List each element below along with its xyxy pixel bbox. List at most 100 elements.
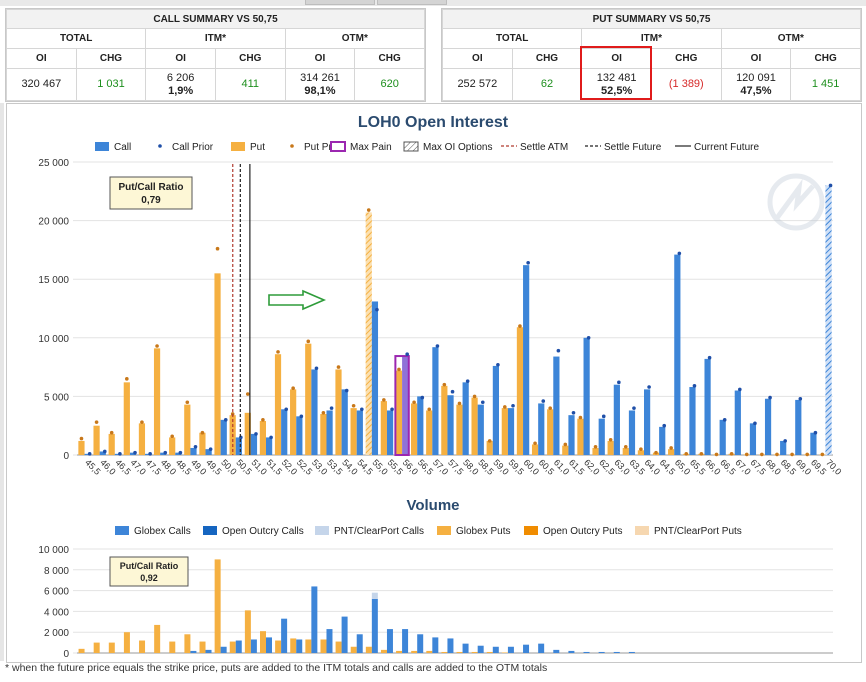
volume-legend-label[interactable]: PNT/ClearPort Puts bbox=[654, 526, 742, 537]
volume-ratio-label: Put/Call Ratio bbox=[120, 561, 179, 571]
oi-call-prior-dot bbox=[601, 414, 606, 419]
oi-call-bar bbox=[417, 396, 424, 455]
oi-x-tick-label: 63,5 bbox=[627, 457, 646, 476]
oi-legend-label[interactable]: Max Pain bbox=[350, 142, 392, 153]
volume-legend-label[interactable]: Open Outcry Calls bbox=[222, 526, 304, 537]
oi-legend-label[interactable]: Call bbox=[114, 142, 131, 153]
oi-put-prior-dot bbox=[230, 412, 235, 416]
volume-ratio-value: 0,92 bbox=[140, 573, 158, 583]
oi-x-tick-label: 54,5 bbox=[355, 457, 374, 476]
oi-put-bar bbox=[169, 437, 176, 455]
volume-globex-call-bar bbox=[205, 649, 212, 653]
oi-call-prior-dot bbox=[360, 407, 364, 412]
volume-globex-put-bar bbox=[365, 646, 372, 653]
oi-legend-label[interactable]: Put bbox=[250, 142, 265, 153]
oi-call-bar bbox=[628, 410, 636, 455]
oi-call-bar bbox=[462, 382, 469, 455]
put-otm-cell: 120 091 47,5% bbox=[720, 68, 792, 101]
oi-x-tick-label: 66,0 bbox=[703, 457, 722, 476]
oi-call-prior-dot bbox=[163, 450, 168, 455]
oi-call-prior-dot bbox=[586, 336, 591, 340]
oi-x-tick-label: 46,5 bbox=[113, 457, 132, 476]
oi-legend-label[interactable]: Put Prior bbox=[304, 142, 344, 153]
volume-ratio-box: Put/Call Ratio 0,92 bbox=[109, 556, 189, 587]
oi-put-bar bbox=[441, 385, 448, 455]
toolbar-tab[interactable] bbox=[377, 0, 447, 5]
volume-globex-call-bar bbox=[250, 639, 257, 653]
oi-x-tick-label: 57,5 bbox=[446, 457, 465, 476]
volume-globex-call-bar bbox=[583, 651, 590, 653]
oi-put-prior-dot bbox=[185, 400, 190, 405]
oi-x-tick-label: 48,0 bbox=[159, 457, 178, 476]
volume-globex-call-bar bbox=[613, 651, 620, 653]
oi-put-bar bbox=[365, 212, 372, 455]
volume-legend-label[interactable]: PNT/ClearPort Calls bbox=[334, 526, 424, 537]
oi-put-prior-dot bbox=[608, 437, 613, 442]
call-otm-chg: 620 bbox=[354, 68, 425, 101]
put-total-chg: 62 bbox=[511, 68, 583, 101]
oi-put-prior-dot bbox=[578, 415, 583, 420]
oi-call-bar bbox=[341, 389, 348, 455]
volume-ratio-rect bbox=[109, 556, 189, 587]
charts-panel: LOH0 Open Interest Call Call Prior Put Put … bbox=[6, 103, 862, 663]
oi-put-prior-dot bbox=[140, 420, 144, 424]
volume-legend-label[interactable]: Globex Calls bbox=[134, 526, 191, 537]
oi-x-tick-label: 69,0 bbox=[794, 457, 813, 476]
volume-legend: Globex Calls Open Outcry Calls PNT/ClearPo… bbox=[115, 526, 742, 537]
volume-globex-call-bar bbox=[507, 646, 514, 653]
oi-x-tick-label: 49,5 bbox=[204, 457, 223, 476]
volume-globex-put-bar bbox=[123, 632, 130, 653]
oi-legend-label[interactable]: Settle Future bbox=[604, 142, 662, 153]
oi-legend-label[interactable]: Current Future bbox=[694, 142, 759, 153]
oi-x-axis: 45,546,046,547,047,548,048,549,049,550,0… bbox=[83, 457, 843, 476]
oi-call-prior-dot bbox=[148, 452, 152, 456]
oi-call-bar bbox=[235, 437, 242, 455]
volume-globex-put-bar bbox=[456, 651, 463, 653]
oi-x-tick-label: 48,5 bbox=[174, 457, 193, 476]
oi-call-bar bbox=[659, 426, 666, 455]
legend-swatch bbox=[330, 141, 346, 152]
oi-call-prior-dot bbox=[405, 352, 409, 357]
oi-put-prior-dot bbox=[366, 208, 371, 212]
toolbar-tab[interactable] bbox=[305, 0, 375, 5]
volume-globex-put-bar bbox=[471, 651, 478, 653]
oi-put-prior-dot bbox=[125, 377, 129, 381]
oi-put-prior-dot bbox=[336, 365, 341, 369]
oi-call-bar bbox=[432, 347, 439, 455]
oi-put-prior-dot bbox=[412, 400, 416, 405]
oi-put-bar bbox=[592, 447, 599, 455]
volume-legend-label[interactable]: Open Outcry Puts bbox=[543, 526, 622, 537]
oi-call-bar bbox=[674, 254, 681, 455]
oi-put-prior-dot bbox=[94, 420, 99, 424]
oi-call-prior-dot bbox=[768, 395, 772, 400]
oi-call-prior-dot bbox=[753, 421, 757, 426]
legend-swatch bbox=[231, 142, 245, 151]
oi-call-bar bbox=[190, 447, 197, 455]
oi-put-prior-dot bbox=[109, 430, 114, 435]
green-arrow-icon bbox=[268, 289, 327, 311]
oi-chart-title: LOH0 Open Interest bbox=[358, 114, 509, 131]
volume-globex-call-bar bbox=[462, 643, 469, 653]
oi-legend: Call Call Prior Put Put Prior Max Pain Max OI… bbox=[95, 141, 759, 153]
oi-call-bar bbox=[386, 410, 394, 455]
call-header-oi: OI bbox=[6, 48, 77, 69]
oi-put-bar bbox=[547, 409, 554, 455]
oi-legend-label[interactable]: Settle ATM bbox=[520, 142, 568, 153]
legend-swatch bbox=[403, 141, 419, 152]
oi-put-bar bbox=[108, 433, 115, 455]
oi-bars bbox=[78, 183, 833, 457]
oi-x-tick-label: 64,0 bbox=[643, 457, 662, 476]
oi-put-prior-dot bbox=[699, 452, 704, 456]
oi-put-prior-dot bbox=[457, 401, 462, 406]
oi-put-bar bbox=[562, 445, 569, 455]
volume-globex-call-bar bbox=[492, 646, 499, 653]
oi-call-bar bbox=[644, 389, 651, 455]
oi-legend-label[interactable]: Call Prior bbox=[172, 142, 214, 153]
put-group-total: TOTAL bbox=[441, 28, 583, 49]
volume-legend-label[interactable]: Globex Puts bbox=[456, 526, 510, 537]
oi-x-tick-label: 47,5 bbox=[144, 457, 163, 476]
oi-call-bar bbox=[734, 390, 741, 455]
call-itm-pct: 1,9% bbox=[168, 84, 194, 97]
oi-call-prior-dot bbox=[450, 389, 455, 394]
oi-legend-label[interactable]: Max OI Options bbox=[423, 142, 492, 153]
